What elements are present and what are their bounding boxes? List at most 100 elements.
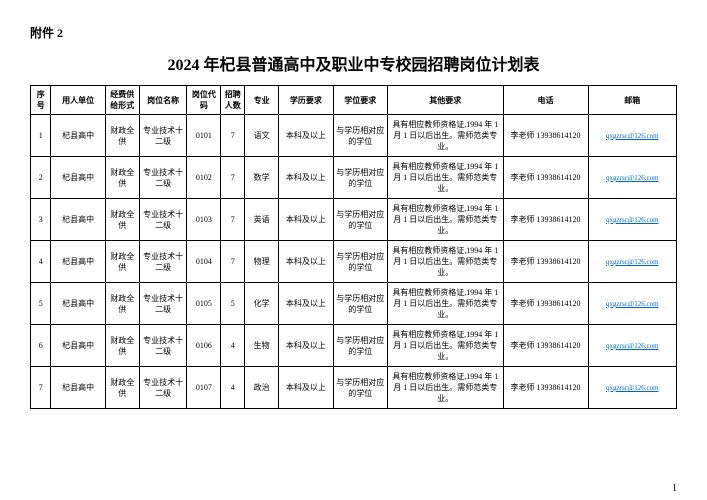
cell-num: 7 [221, 115, 245, 157]
cell-code: 0101 [187, 115, 221, 157]
attachment-label: 附件 2 [30, 24, 677, 41]
table-row: 5杞县高中财政全供专业技术十二级01055化学本科及以上与学历相对应的学位具有相… [31, 283, 677, 325]
col-header-deg: 学位要求 [333, 86, 387, 115]
cell-other: 具有相应教师资格证,1994 年 1月 1 日以后出生。需师范类专业。 [387, 157, 503, 199]
cell-tel: 李老师 13938614120 [503, 241, 588, 283]
cell-num: 7 [221, 157, 245, 199]
cell-num: 7 [221, 199, 245, 241]
email-link[interactable]: qxgzrsc@126.com [606, 384, 659, 392]
cell-unit: 杞县高中 [51, 157, 105, 199]
cell-other: 具有相应教师资格证,1994 年 1月 1 日以后出生。需师范类专业。 [387, 241, 503, 283]
cell-deg: 与学历相对应的学位 [333, 241, 387, 283]
cell-deg: 与学历相对应的学位 [333, 115, 387, 157]
cell-post: 专业技术十二级 [139, 325, 187, 367]
cell-unit: 杞县高中 [51, 241, 105, 283]
cell-major: 生物 [245, 325, 279, 367]
cell-seq: 1 [31, 115, 51, 157]
cell-code: 0104 [187, 241, 221, 283]
cell-seq: 6 [31, 325, 51, 367]
col-header-other: 其他要求 [387, 86, 503, 115]
cell-post: 专业技术十二级 [139, 199, 187, 241]
cell-fund: 财政全供 [105, 283, 139, 325]
cell-seq: 5 [31, 283, 51, 325]
email-link[interactable]: qxgzrsc@126.com [606, 174, 659, 182]
cell-email: qxgzrsc@126.com [588, 199, 676, 241]
cell-code: 0103 [187, 199, 221, 241]
cell-fund: 财政全供 [105, 367, 139, 409]
col-header-tel: 电话 [503, 86, 588, 115]
cell-deg: 与学历相对应的学位 [333, 199, 387, 241]
cell-fund: 财政全供 [105, 325, 139, 367]
cell-tel: 李老师 13938614120 [503, 115, 588, 157]
cell-unit: 杞县高中 [51, 283, 105, 325]
email-link[interactable]: qxgzrsc@126.com [606, 342, 659, 350]
cell-email: qxgzrsc@126.com [588, 115, 676, 157]
cell-tel: 李老师 13938614120 [503, 325, 588, 367]
cell-major: 化学 [245, 283, 279, 325]
cell-email: qxgzrsc@126.com [588, 283, 676, 325]
email-link[interactable]: qxgzrsc@126.com [606, 132, 659, 140]
table-row: 6杞县高中财政全供专业技术十二级01064生物本科及以上与学历相对应的学位具有相… [31, 325, 677, 367]
email-link[interactable]: qxgzrsc@126.com [606, 300, 659, 308]
table-row: 2杞县高中财政全供专业技术十二级01027数学本科及以上与学历相对应的学位具有相… [31, 157, 677, 199]
cell-code: 0102 [187, 157, 221, 199]
cell-edu: 本科及以上 [279, 157, 333, 199]
cell-major: 英语 [245, 199, 279, 241]
cell-post: 专业技术十二级 [139, 115, 187, 157]
email-link[interactable]: qxgzrsc@126.com [606, 216, 659, 224]
page-number: 1 [672, 483, 677, 494]
cell-unit: 杞县高中 [51, 199, 105, 241]
cell-major: 数学 [245, 157, 279, 199]
recruitment-table: 序号 用人单位 经费供给形式 岗位名称 岗位代码 招聘人数 专业 学历要求 学位… [30, 85, 677, 409]
cell-tel: 李老师 13938614120 [503, 367, 588, 409]
col-header-edu: 学历要求 [279, 86, 333, 115]
cell-seq: 7 [31, 367, 51, 409]
cell-deg: 与学历相对应的学位 [333, 367, 387, 409]
cell-other: 具有相应教师资格证,1994 年 1月 1 日以后出生。需师范类专业。 [387, 199, 503, 241]
col-header-unit: 用人单位 [51, 86, 105, 115]
table-row: 3杞县高中财政全供专业技术十二级01037英语本科及以上与学历相对应的学位具有相… [31, 199, 677, 241]
cell-fund: 财政全供 [105, 241, 139, 283]
cell-email: qxgzrsc@126.com [588, 325, 676, 367]
cell-code: 0105 [187, 283, 221, 325]
cell-tel: 李老师 13938614120 [503, 283, 588, 325]
cell-deg: 与学历相对应的学位 [333, 157, 387, 199]
cell-other: 具有相应教师资格证,1994 年 1月 1 日以后出生。需师范类专业。 [387, 325, 503, 367]
cell-code: 0107 [187, 367, 221, 409]
cell-unit: 杞县高中 [51, 367, 105, 409]
cell-email: qxgzrsc@126.com [588, 241, 676, 283]
cell-seq: 2 [31, 157, 51, 199]
cell-num: 4 [221, 367, 245, 409]
cell-post: 专业技术十二级 [139, 283, 187, 325]
cell-edu: 本科及以上 [279, 241, 333, 283]
cell-post: 专业技术十二级 [139, 367, 187, 409]
cell-num: 4 [221, 325, 245, 367]
cell-other: 具有相应教师资格证,1994 年 1月 1 日以后出生。需师范类专业。 [387, 283, 503, 325]
col-header-email: 邮箱 [588, 86, 676, 115]
cell-other: 具有相应教师资格证,1994 年 1月 1 日以后出生。需师范类专业。 [387, 115, 503, 157]
cell-num: 7 [221, 241, 245, 283]
cell-edu: 本科及以上 [279, 325, 333, 367]
col-header-fund: 经费供给形式 [105, 86, 139, 115]
col-header-seq: 序号 [31, 86, 51, 115]
cell-other: 具有相应教师资格证,1994 年 1月 1 日以后出生。需师范类专业。 [387, 367, 503, 409]
cell-seq: 4 [31, 241, 51, 283]
cell-edu: 本科及以上 [279, 283, 333, 325]
cell-major: 政治 [245, 367, 279, 409]
table-row: 7杞县高中财政全供专业技术十二级01074政治本科及以上与学历相对应的学位具有相… [31, 367, 677, 409]
col-header-post: 岗位名称 [139, 86, 187, 115]
cell-tel: 李老师 13938614120 [503, 199, 588, 241]
cell-edu: 本科及以上 [279, 199, 333, 241]
cell-deg: 与学历相对应的学位 [333, 283, 387, 325]
table-row: 1杞县高中财政全供专业技术十二级01017语文本科及以上与学历相对应的学位具有相… [31, 115, 677, 157]
col-header-num: 招聘人数 [221, 86, 245, 115]
cell-code: 0106 [187, 325, 221, 367]
email-link[interactable]: qxgzrsc@126.com [606, 258, 659, 266]
cell-fund: 财政全供 [105, 199, 139, 241]
cell-email: qxgzrsc@126.com [588, 157, 676, 199]
cell-email: qxgzrsc@126.com [588, 367, 676, 409]
cell-fund: 财政全供 [105, 115, 139, 157]
table-header-row: 序号 用人单位 经费供给形式 岗位名称 岗位代码 招聘人数 专业 学历要求 学位… [31, 86, 677, 115]
cell-edu: 本科及以上 [279, 115, 333, 157]
col-header-major: 专业 [245, 86, 279, 115]
